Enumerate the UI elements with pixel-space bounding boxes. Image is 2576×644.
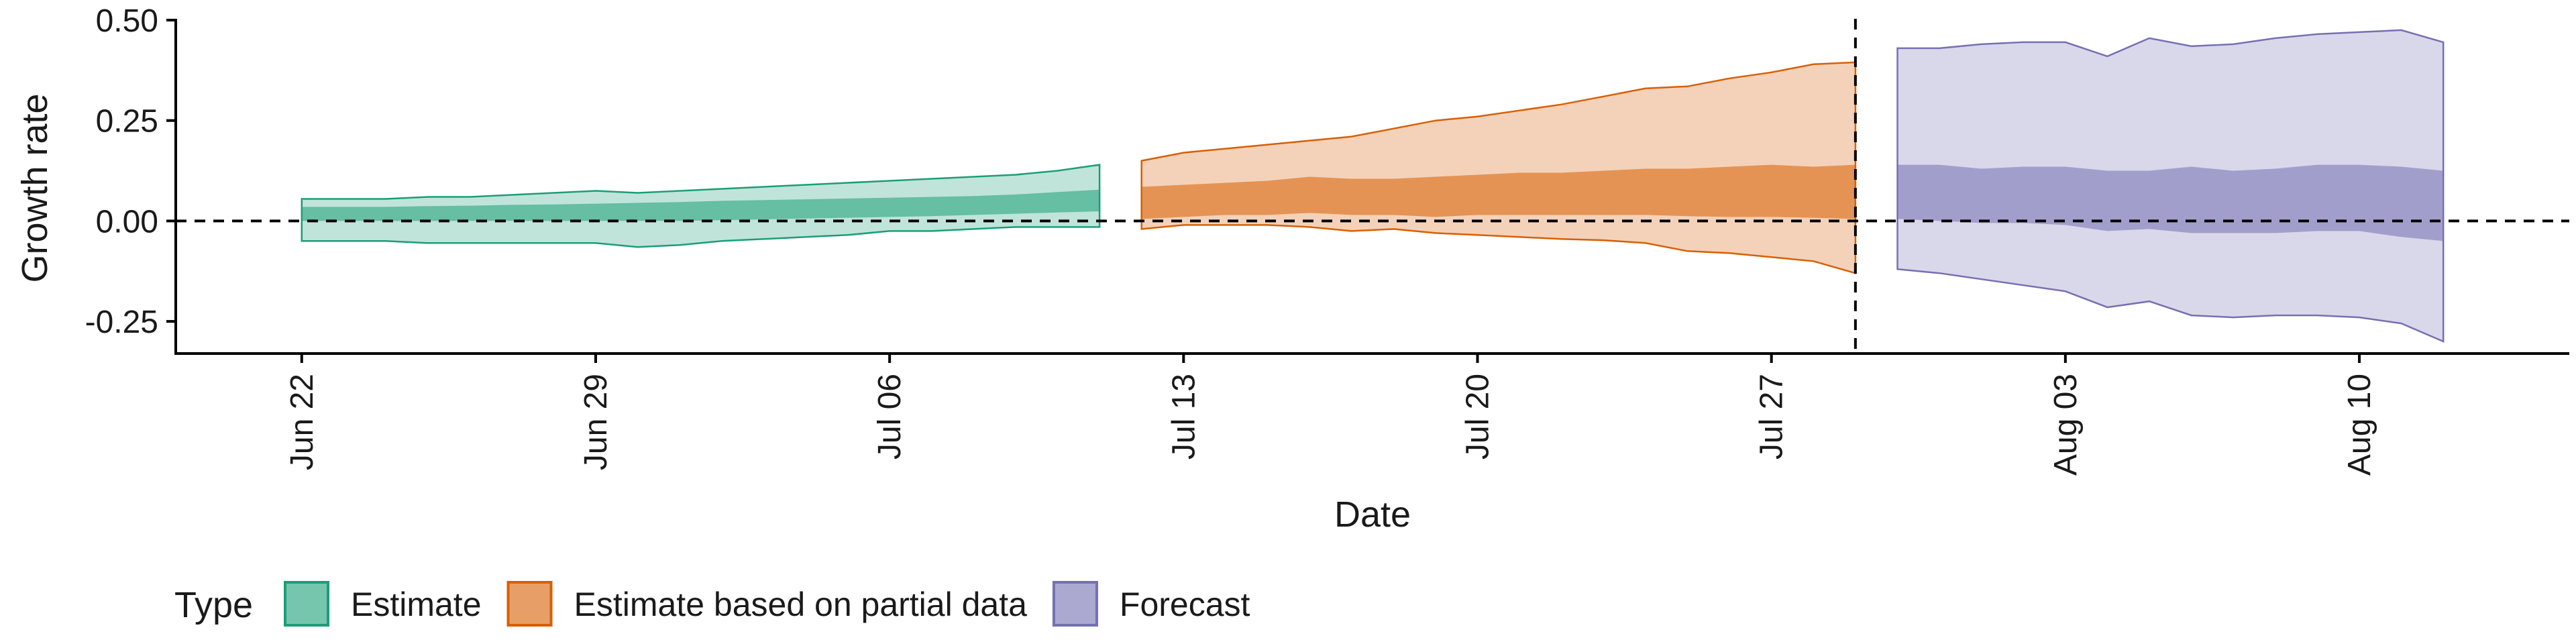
forecast-legend-swatch (1052, 581, 1098, 627)
y-tick-label: -0.25 (85, 305, 158, 340)
estimate-based-on-partial-data-legend-swatch (506, 581, 553, 627)
legend-title: Type (174, 585, 253, 625)
legend-items: Estimate Estimate based on partial data Fo… (284, 581, 1250, 627)
x-tick-label: Jul 27 (1754, 374, 1790, 460)
y-axis-title: Growth rate (15, 93, 55, 282)
x-tick-label: Aug 10 (2342, 374, 2377, 476)
forecast-legend-label: Forecast (1120, 586, 1250, 623)
x-tick-label: Jul 20 (1460, 374, 1495, 460)
x-tick-label: Aug 03 (2048, 374, 2084, 476)
x-axis-title: Date (1334, 494, 1411, 535)
y-tick-label: 0.50 (96, 3, 158, 39)
estimate-inner-band (301, 189, 1100, 221)
y-tick-label: 0.00 (96, 204, 158, 239)
legend: Type Estimate Estimate based on partial d… (174, 581, 1250, 627)
x-tick-label: Jul 06 (872, 374, 908, 460)
estimate-legend-swatch (284, 581, 329, 627)
x-tick-label: Jun 22 (284, 374, 320, 470)
estimate-legend-label: Estimate (351, 586, 482, 623)
estimate-based-on-partial-data-inner-band (1141, 164, 1856, 219)
x-tick-label: Jul 13 (1166, 374, 1201, 460)
x-tick-label: Jun 29 (578, 374, 614, 470)
estimate-based-on-partial-data-legend-label: Estimate based on partial data (574, 586, 1028, 623)
y-axis-ticks: -0.25 0.00 0.25 0.50 (85, 3, 176, 340)
x-axis-ticks: Jun 22 Jun 29 Jul 06 Jul 13 Jul 20 Jul 27 Aug … (284, 354, 2377, 476)
plot-area-bands (301, 29, 2445, 343)
y-tick-label: 0.25 (96, 104, 158, 140)
